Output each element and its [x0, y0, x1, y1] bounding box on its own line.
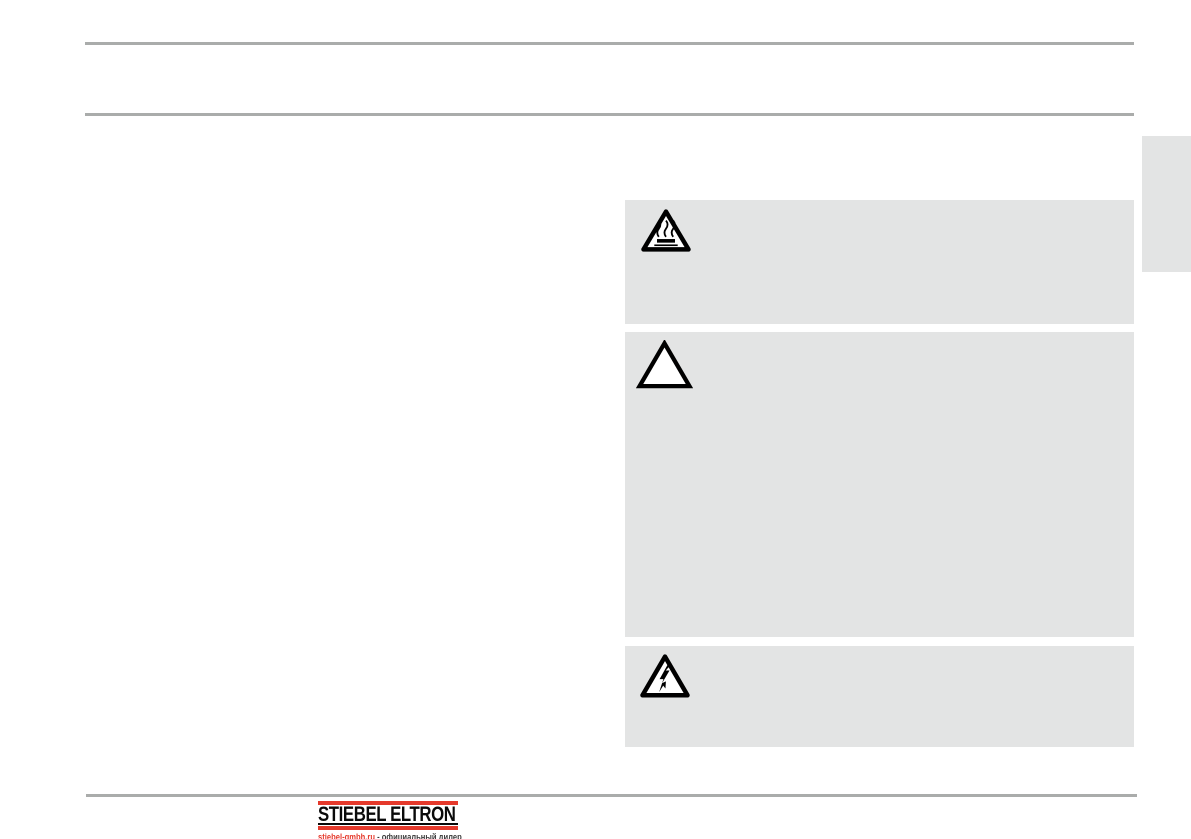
- dealer-line: stiebel-gmbh.ru - официальный дилер: [318, 832, 462, 839]
- warning-box-general: [625, 332, 1134, 637]
- stiebel-eltron-logo: STIEBEL ELTRON stiebel-gmbh.ru - официал…: [318, 801, 462, 839]
- header-rule-bottom: [85, 113, 1134, 116]
- brand-wordmark-underline: STIEBEL ELTRON: [318, 803, 458, 826]
- footer-rule: [86, 794, 1137, 797]
- general-warning-triangle-icon: [635, 339, 694, 389]
- warning-box-electric-shock: [625, 646, 1134, 747]
- header-rule-top: [85, 42, 1134, 45]
- electric-shock-warning-icon: [638, 651, 692, 700]
- logo-red-bar-top: [318, 801, 458, 805]
- dealer-label: официальный дилер: [381, 832, 462, 839]
- warning-box-hot-surface: [625, 200, 1134, 324]
- dealer-site-link[interactable]: stiebel-gmbh.ru: [318, 832, 376, 839]
- logo-red-bar-bottom: [318, 826, 458, 830]
- chapter-thumb-tab: [1142, 136, 1191, 272]
- brand-wordmark: STIEBEL ELTRON: [318, 803, 456, 826]
- dealer-separator: -: [375, 832, 382, 839]
- hot-surface-warning-icon: [639, 207, 693, 254]
